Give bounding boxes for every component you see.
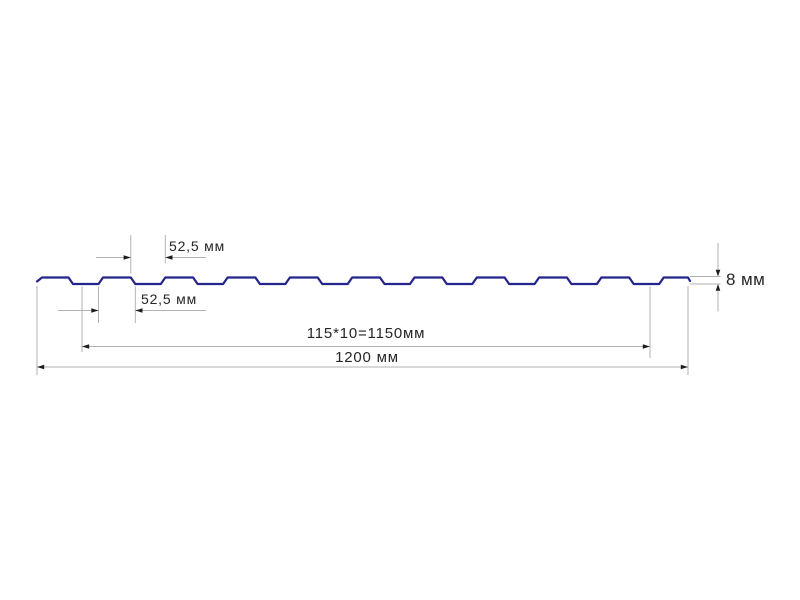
- arrowhead-right-icon: [91, 308, 99, 313]
- arrowhead-left-icon: [37, 364, 45, 370]
- arrowhead-left-icon: [165, 255, 173, 260]
- dim-pitch-total: [81, 286, 651, 358]
- arrowhead-left-icon: [82, 344, 90, 349]
- label-rib-top-width: 52,5 мм: [169, 238, 225, 254]
- profile-sheet: [35, 276, 692, 286]
- arrowhead-right-icon: [680, 364, 688, 370]
- dim-overall-width: [36, 286, 689, 375]
- label-overall-width: 1200 мм: [335, 349, 399, 366]
- arrowhead-down-icon: [715, 269, 721, 277]
- label-sheet-height: 8 мм: [726, 270, 766, 289]
- dim-height: [690, 243, 721, 312]
- dim-rib-top-width: [96, 235, 206, 274]
- arrowhead-right-icon: [642, 344, 650, 349]
- label-pitch-total: 115*10=1150мм: [306, 325, 426, 342]
- arrowhead-right-icon: [123, 255, 131, 260]
- label-rib-base-width: 52,5 мм: [141, 291, 197, 307]
- arrowhead-left-icon: [135, 308, 143, 313]
- profile-outline: [35, 276, 692, 286]
- dim-rib-base-width: [58, 286, 206, 323]
- arrowhead-up-icon: [715, 284, 721, 291]
